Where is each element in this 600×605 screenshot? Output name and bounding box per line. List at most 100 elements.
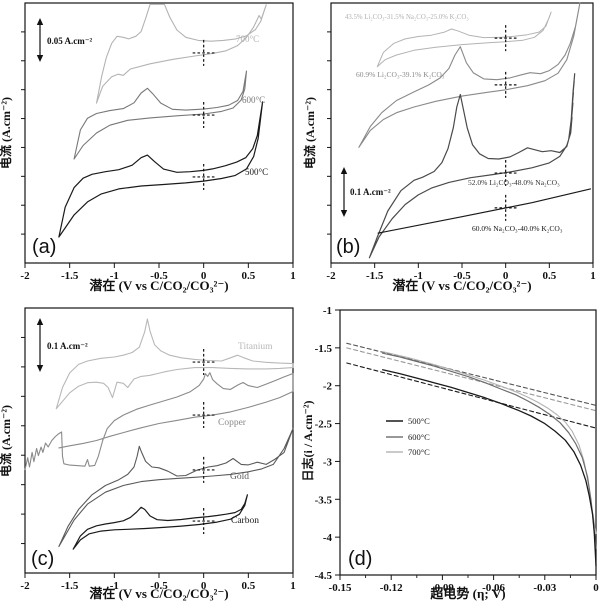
y-axis-title-d: 日志(i / A.cm⁻²) <box>300 401 315 482</box>
x-tick-label: -1 <box>110 580 119 592</box>
x-tick-label: -0.06 <box>482 582 505 594</box>
x-axis-title-c: 潜在 (V vs C/CO₂/CO₃²⁻) <box>89 586 228 601</box>
zero-cross-marker <box>192 163 215 190</box>
zero-cross-marker <box>494 71 517 98</box>
x-axis-title-b: 潜在 (V vs C/CO₂/CO₃²⁻) <box>392 278 531 293</box>
y-tick-label: -2.5 <box>315 419 333 431</box>
y-tick-label: -2 <box>323 381 333 393</box>
x-tick-label: -1.5 <box>366 270 384 282</box>
curve-fit-600C <box>346 342 597 406</box>
y-axis-title-b: 电流 (A.cm⁻²) <box>302 97 317 169</box>
curve-fit-700C <box>346 347 597 412</box>
x-tick-label: 1 <box>290 270 296 282</box>
curve-600C <box>73 70 248 160</box>
panel-a: -2 -1.5 -1 -0.5 0 0.5 1 潜在 (V vs C/CO₂/CO₃²⁻) 电流… <box>0 2 296 293</box>
panel-letter-a: (a) <box>32 236 56 258</box>
x-tick-label: -0.12 <box>380 582 403 594</box>
x-tick-label: 0.5 <box>542 270 556 282</box>
curve-label: 52.0% Li₂CO₃-48.0% Na₂CO₃ <box>468 178 560 187</box>
scale-bar-arrow-up <box>36 318 44 325</box>
curve-copper <box>24 372 294 471</box>
scale-bar-label: 0.1 A.cm⁻² <box>47 341 88 351</box>
y-tick-label: -1.5 <box>315 343 333 355</box>
x-tick-label: -1 <box>414 270 423 282</box>
x-tick-label: 0 <box>503 270 509 282</box>
curve-tafel-600C <box>382 352 597 550</box>
panel-letter-c: (c) <box>31 548 54 570</box>
scale-bar: 0.1 A.cm⁻² <box>340 167 391 217</box>
zero-cross-marker <box>192 402 215 429</box>
curve-label: 700°C <box>236 34 259 44</box>
zero-cross-marker <box>192 456 215 483</box>
x-tick-label: -2 <box>20 270 30 282</box>
x-tick-label: -0.03 <box>533 582 556 594</box>
curve-fit-500C <box>346 362 597 429</box>
x-tick-label: -0.09 <box>431 582 454 594</box>
x-tick-label: -1.5 <box>61 580 79 592</box>
x-tick-label: -0.5 <box>453 270 471 282</box>
x-tick-label: -2 <box>20 580 30 592</box>
scale-bar-arrow-up <box>36 18 44 25</box>
x-tick-label: -2 <box>326 270 336 282</box>
curve-label: Carbon <box>231 516 259 526</box>
zero-cross-marker <box>192 102 215 129</box>
panel-c: -2 -1.5 -1 -0.5 0 0.5 1 潜在 (V vs C/CO₂/CO₃²⁻) 电流… <box>0 307 296 601</box>
x-tick-label: 0 <box>201 270 207 282</box>
plot-frame-d <box>339 309 597 576</box>
curve-Na-K <box>377 188 591 234</box>
y-tick-label: -4.5 <box>315 570 333 582</box>
x-tick-label: -0.15 <box>329 582 352 594</box>
scale-bar-label: 0.05 A.cm⁻² <box>47 36 92 46</box>
scale-bar-arrow-up <box>340 167 348 174</box>
curve-Li-Na <box>368 73 576 259</box>
x-tick-label: 1 <box>590 270 596 282</box>
y-tick-label: -3 <box>323 456 333 468</box>
zero-cross-marker <box>192 349 215 376</box>
x-tick-label: 0.5 <box>241 270 255 282</box>
curve-label: 500°C <box>245 167 268 177</box>
x-tick-label: -0.5 <box>150 580 168 592</box>
panel-letter-b: (b) <box>336 236 360 258</box>
curve-label: 60.0% Na₂CO₃-40.0% K₂CO₃ <box>472 224 563 233</box>
curve-ternary-Li-Na-K <box>376 11 552 68</box>
y-tick-label: -4 <box>323 532 333 544</box>
curve-label: 600°C <box>242 95 265 105</box>
scale-bar-arrow-down <box>340 210 348 217</box>
x-tick-label: 0 <box>593 582 599 594</box>
scale-bar: 0.05 A.cm⁻² <box>36 18 92 62</box>
x-tick-label: -1.5 <box>61 270 79 282</box>
zero-cross-marker <box>494 194 517 221</box>
scale-bar: 0.1 A.cm⁻² <box>36 318 88 372</box>
y-axis-title-c: 电流 (A.cm⁻²) <box>0 405 13 477</box>
legend-label: 600°C <box>408 432 430 442</box>
y-tick-label: -1 <box>323 305 332 317</box>
legend: 500°C 600°C 700°C <box>386 416 430 457</box>
panel-d: -0.15 -0.12 -0.09 -0.06 -0.03 0 -1 -1.5 -2 -2.5 -3… <box>300 305 599 601</box>
curve-label: 43.5% Li₂CO₃-31.5% Na₂CO₃-25.0% K₂CO₃ <box>345 14 469 21</box>
x-tick-label: -0.5 <box>150 270 168 282</box>
x-tick-label: 0.5 <box>241 580 255 592</box>
curve-label: Titanium <box>238 342 273 352</box>
zero-cross-marker <box>494 160 517 187</box>
curve-Li-K <box>358 2 581 148</box>
x-tick-label: 0 <box>201 580 207 592</box>
curve-tafel-500C <box>382 369 597 567</box>
zero-cross-marker <box>494 25 517 52</box>
curve-titanium <box>55 318 294 410</box>
curve-label: 60.9% Li₂CO₃-39.1% K₂CO₃ <box>356 70 445 79</box>
scale-bar-arrow-down <box>36 365 44 372</box>
curve-carbon <box>72 494 248 550</box>
x-tick-label: -1 <box>110 270 119 282</box>
curve-500C <box>58 101 264 238</box>
scale-bar-label: 0.1 A.cm⁻² <box>350 187 391 197</box>
curve-700C <box>95 3 267 104</box>
zero-cross-marker <box>192 508 215 535</box>
panel-b: -2 -1.5 -1 -0.5 0 0.5 1 潜在 (V vs C/CO₂/CO₃²⁻) 电流… <box>302 2 596 293</box>
panel-letter-d: (d) <box>348 548 372 570</box>
y-axis-title-a: 电流 (A.cm⁻²) <box>0 97 13 169</box>
y-tick-label: -3.5 <box>315 494 333 506</box>
curve-gold <box>58 428 294 548</box>
x-tick-label: 1 <box>290 580 296 592</box>
